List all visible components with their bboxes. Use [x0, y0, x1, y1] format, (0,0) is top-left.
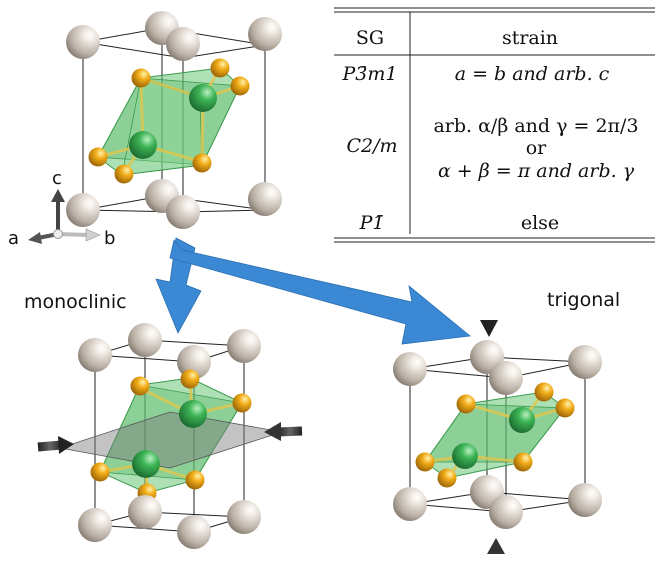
octahedron: [424, 391, 566, 479]
table-header-strain: strain: [502, 27, 558, 49]
compression-arrow: [37, 436, 74, 454]
monoclinic-unit-cell: [37, 323, 303, 549]
axis-label-b: b: [104, 228, 115, 249]
axis-label-c: c: [52, 168, 62, 189]
table-row-sg: P3̄m1: [342, 63, 398, 85]
table-row-strain: else: [521, 212, 559, 234]
table-row-sg: C2/m: [346, 135, 397, 157]
table-row-strain: α + β = π and arb. γ: [438, 160, 635, 182]
table-row-strain: or: [526, 137, 547, 159]
table-header-sg: SG: [356, 27, 384, 49]
trigonal-unit-cell: [66, 11, 282, 229]
strain-plane: [59, 411, 283, 469]
table-row-strain: a = b and arb. c: [455, 63, 610, 85]
monoclinic-label: monoclinic: [24, 291, 127, 313]
compression-arrow: [480, 296, 498, 337]
axis-label-a: a: [8, 228, 19, 249]
blue-transition-arrow: [169, 239, 471, 345]
compression-arrow: [487, 538, 505, 578]
atom: [78, 323, 261, 549]
axis-triad: c a b: [8, 168, 115, 249]
trigonal-strained-cell: [393, 296, 602, 578]
table-row-strain: arb. α/β and γ = 2π/3: [433, 115, 638, 137]
atom: [393, 340, 602, 529]
space-group-table: SG strain P3̄m1 a = b and arb. c C2/m ar…: [334, 7, 655, 243]
compression-arrow: [264, 422, 303, 441]
table-row-sg: P1̄: [359, 212, 385, 234]
atom: [66, 11, 282, 229]
octahedron: [97, 67, 241, 176]
trigonal-label: trigonal: [547, 289, 620, 311]
